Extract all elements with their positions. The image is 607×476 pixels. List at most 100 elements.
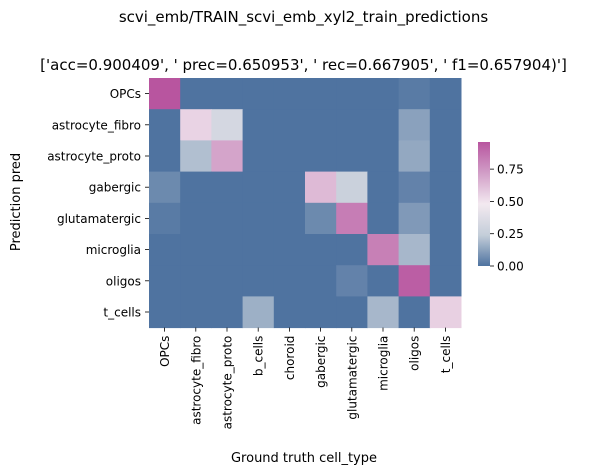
heatmap-cell bbox=[149, 78, 181, 110]
heatmap-cell bbox=[149, 296, 181, 329]
heatmap-cell bbox=[180, 109, 212, 141]
heatmap-cell bbox=[242, 265, 275, 297]
x-tick-labels: OPCs astrocyte_fibro astrocyte_proto b_cell… bbox=[158, 327, 453, 430]
heatmap-cell bbox=[398, 109, 431, 141]
y-tick-label: glutamatergic bbox=[57, 212, 141, 226]
heatmap-cell bbox=[305, 109, 337, 141]
heatmap-cell bbox=[180, 171, 212, 204]
heatmap-cell bbox=[242, 109, 275, 141]
heatmap-cell bbox=[336, 265, 368, 297]
heatmap-cell bbox=[211, 202, 244, 235]
x-tick-label: oligos bbox=[408, 336, 422, 371]
heatmap-cell bbox=[211, 234, 244, 266]
heatmap-cell bbox=[367, 171, 400, 204]
x-tick-label: choroid bbox=[283, 336, 297, 381]
heatmap-cell bbox=[336, 296, 368, 329]
heatmap-cell bbox=[398, 78, 431, 110]
heatmap-cell bbox=[273, 265, 306, 297]
heatmap-cell bbox=[273, 202, 306, 235]
heatmap-cell bbox=[367, 296, 400, 329]
heatmap-cell bbox=[305, 234, 337, 266]
heatmap-cell bbox=[398, 265, 431, 297]
heatmap-cell bbox=[336, 234, 368, 266]
heatmap-cell bbox=[336, 140, 368, 173]
chart-title-line1: scvi_emb/TRAIN_scvi_emb_xyl2_train_predi… bbox=[118, 8, 489, 26]
heatmap-cell bbox=[211, 140, 244, 173]
y-tick-label: OPCs bbox=[110, 87, 141, 101]
heatmap-cell bbox=[336, 78, 368, 110]
heatmap-cell bbox=[273, 140, 306, 173]
heatmap-cell bbox=[336, 109, 368, 141]
heatmap-cells bbox=[149, 78, 462, 329]
x-tick-label: microglia bbox=[377, 336, 391, 391]
heatmap-cell bbox=[336, 202, 368, 235]
heatmap-cell bbox=[180, 234, 212, 266]
heatmap-cell bbox=[242, 234, 275, 266]
heatmap-cell bbox=[367, 234, 400, 266]
heatmap-cell bbox=[429, 171, 462, 204]
heatmap-cell bbox=[367, 202, 400, 235]
heatmap-cell bbox=[149, 140, 181, 173]
y-tick-label: microglia bbox=[86, 243, 141, 257]
colorbar bbox=[478, 142, 490, 266]
heatmap-cell bbox=[305, 296, 337, 329]
heatmap-cell bbox=[398, 171, 431, 204]
heatmap-cell bbox=[398, 202, 431, 235]
y-axis-label: Prediction pred bbox=[9, 153, 24, 251]
y-tick-label: gabergic bbox=[89, 181, 141, 195]
heatmap-cell bbox=[429, 140, 462, 173]
y-tick-labels: OPCs astrocyte_fibro astrocyte_protogaberg… bbox=[47, 87, 149, 320]
x-tick-label: t_cells bbox=[439, 336, 453, 374]
heatmap-cell bbox=[367, 140, 400, 173]
heatmap-cell bbox=[180, 202, 212, 235]
x-tick-label: astrocyte_proto bbox=[221, 336, 235, 430]
heatmap-cell bbox=[149, 234, 181, 266]
heatmap-cell bbox=[149, 109, 181, 141]
colorbar-tick-label: 0.25 bbox=[497, 227, 524, 241]
heatmap-cell bbox=[211, 109, 244, 141]
heatmap-cell bbox=[367, 109, 400, 141]
heatmap-cell bbox=[149, 202, 181, 235]
heatmap-cell bbox=[273, 296, 306, 329]
heatmap-cell bbox=[398, 296, 431, 329]
heatmap-cell bbox=[242, 140, 275, 173]
heatmap-cell bbox=[429, 202, 462, 235]
x-tick-label: gabergic bbox=[314, 336, 328, 388]
heatmap-cell bbox=[242, 171, 275, 204]
y-tick-label: oligos bbox=[106, 274, 141, 288]
x-tick-label: OPCs bbox=[158, 336, 172, 367]
colorbar-ticks: 0.00 0.25 0.50 0.75 bbox=[490, 163, 524, 274]
y-tick-label: astrocyte_fibro bbox=[52, 118, 141, 132]
heatmap-cell bbox=[429, 265, 462, 297]
heatmap-cell bbox=[305, 265, 337, 297]
x-tick-label: glutamatergic bbox=[345, 336, 359, 420]
x-axis-label: Ground truth cell_type bbox=[231, 451, 377, 466]
colorbar-tick-label: 0.00 bbox=[497, 260, 524, 274]
heatmap-cell bbox=[273, 109, 306, 141]
heatmap-cell bbox=[429, 234, 462, 266]
heatmap-cell bbox=[149, 265, 181, 297]
heatmap-cell bbox=[180, 140, 212, 173]
heatmap-cell bbox=[367, 78, 400, 110]
chart-title-line2: ['acc=0.900409', ' prec=0.650953', ' rec… bbox=[40, 56, 567, 74]
heatmap-cell bbox=[305, 140, 337, 173]
heatmap-cell bbox=[398, 234, 431, 266]
heatmap-cell bbox=[242, 78, 275, 110]
y-tick-label: t_cells bbox=[103, 306, 141, 320]
colorbar-tick-label: 0.50 bbox=[497, 195, 524, 209]
heatmap-cell bbox=[180, 78, 212, 110]
heatmap-cell bbox=[429, 109, 462, 141]
heatmap-cell bbox=[305, 171, 337, 204]
x-tick-label: b_cells bbox=[252, 336, 266, 377]
heatmap-cell bbox=[242, 296, 275, 329]
x-tick-label: astrocyte_fibro bbox=[189, 336, 203, 425]
heatmap-cell bbox=[398, 140, 431, 173]
heatmap-cell bbox=[336, 171, 368, 204]
heatmap-cell bbox=[211, 171, 244, 204]
heatmap-cell bbox=[367, 265, 400, 297]
heatmap-cell bbox=[273, 78, 306, 110]
y-tick-label: astrocyte_proto bbox=[47, 150, 141, 164]
colorbar-tick-label: 0.75 bbox=[497, 163, 524, 177]
heatmap-cell bbox=[273, 234, 306, 266]
